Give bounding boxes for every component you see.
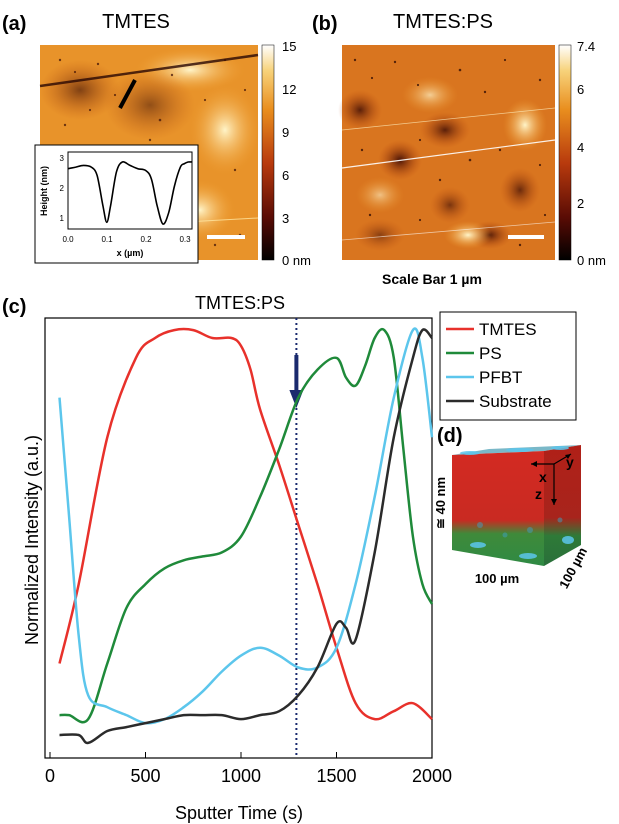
panel-b-title: TMTES:PS [393,11,493,33]
colorbar-a-tick-15: 15 [282,39,296,54]
inset-height-profile [67,160,193,225]
y-axis-label: Normalized Intensity (a.u.) [22,435,42,645]
series-line-substrate [59,328,433,745]
series-line-ps [59,327,434,724]
colorbar-a-tick-6: 6 [282,168,289,183]
legend-label-ps: PS [479,344,502,363]
x-tick-label: 1500 [316,766,356,786]
x-tick-label: 2000 [412,766,452,786]
legend-label-tmtes: TMTES [479,320,537,339]
chart-series [58,327,434,745]
inset-ytick-2: 2 [60,184,65,193]
panel-a-title: TMTES [102,11,170,33]
colorbar-b-tick-6: 6 [577,82,584,97]
afm-image-b [338,45,556,260]
panel-d-label: (d) [437,425,463,447]
scale-bar-label: Scale Bar 1 µm [382,271,482,287]
panel-a: (a) TMTES [2,11,311,268]
colorbar-b-tick-2: 2 [577,196,584,211]
panel-d: (d) x y z ≅ 40 nm 100 µm [433,425,590,591]
series-line-pfbt [58,327,434,725]
inset-ylabel: Height (nm) [39,166,49,216]
cube-axis-z: z [535,486,542,502]
colorbar-a-tick-9: 9 [282,125,289,140]
colorbar-a: 15 12 9 6 3 0 nm [261,39,311,268]
panel-c: (c) TMTES:PS 0 500 1000 1500 2000 Sputter Ti… [2,293,577,823]
x-tick-label: 0 [45,766,55,786]
colorbar-b-tick-4: 4 [577,140,584,155]
x-axis-label: Sputter Time (s) [175,803,303,823]
series-line-tmtes [58,327,433,721]
legend-label-pfbt: PFBT [479,368,522,387]
inset-profile: 3 2 1 0.0 0.1 0.2 0.3 x (µm) Height (nm) [34,144,199,264]
inset-ytick-3: 3 [60,154,65,163]
cube-depth-label: ≅ 40 nm [433,477,448,529]
panel-c-label: (c) [2,296,26,318]
inset-xlabel: x (µm) [117,248,144,258]
x-tick-label: 1000 [221,766,261,786]
colorbar-b-tick-0: 0 nm [577,253,606,268]
chart-plot-area [44,317,433,759]
inset-xtick-3: 0.3 [179,235,191,244]
inset-xtick-2: 0.2 [140,235,152,244]
legend: TMTES PS PFBT Substrate [439,311,577,421]
inset-xtick-1: 0.1 [101,235,113,244]
colorbar-b: 7.4 6 4 2 0 nm [558,39,606,268]
tof-sims-cube: x y z ≅ 40 nm 100 µm 100 µm [433,445,590,591]
x-tick-labels: 0 500 1000 1500 2000 [45,766,452,786]
panel-b-label: (b) [312,13,338,35]
legend-label-substrate: Substrate [479,392,552,411]
colorbar-a-tick-0: 0 nm [282,253,311,268]
colorbar-a-tick-3: 3 [282,211,289,226]
cube-width-label: 100 µm [475,571,519,586]
colorbar-b-tick-7-4: 7.4 [577,39,595,54]
panel-b: (b) TMTES:PS [312,11,606,287]
inset-xtick-0: 0.0 [62,235,74,244]
chart-title: TMTES:PS [195,293,285,313]
cube-axis-y: y [566,454,574,470]
chart-ticks [49,752,433,758]
colorbar-a-tick-12: 12 [282,82,296,97]
inset-ytick-1: 1 [60,214,65,223]
cube-axis-x: x [539,469,547,485]
x-tick-label: 500 [130,766,160,786]
panel-a-label: (a) [2,13,26,35]
